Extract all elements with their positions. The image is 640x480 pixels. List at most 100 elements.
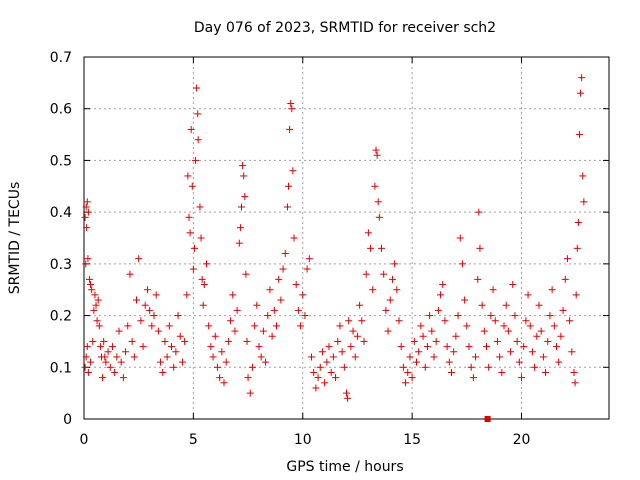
data-point [546, 312, 554, 320]
data-point [216, 374, 224, 382]
data-point [143, 286, 151, 294]
data-point [224, 337, 232, 345]
data-point [139, 343, 147, 351]
data-point [188, 182, 196, 190]
data-point [542, 368, 550, 376]
data-point [573, 244, 581, 252]
data-point [566, 317, 574, 325]
data-point [243, 337, 251, 345]
data-point [336, 322, 344, 330]
data-point [345, 317, 353, 325]
data-point [275, 275, 283, 283]
data-point [518, 374, 525, 382]
data-point [185, 213, 193, 221]
data-point [101, 353, 109, 361]
y-tick-label: 0.5 [50, 153, 72, 169]
data-point [259, 327, 267, 335]
chart-title: Day 076 of 2023, SRMTID for receiver sch… [194, 20, 496, 36]
data-point [170, 363, 178, 371]
data-point [220, 379, 228, 387]
data-point [395, 317, 403, 325]
data-point [452, 332, 460, 340]
data-point [84, 208, 92, 216]
data-point [262, 358, 270, 366]
data-point [165, 322, 173, 330]
data-point [251, 322, 259, 330]
data-point [205, 322, 213, 330]
data-point [244, 374, 252, 382]
data-point [239, 162, 247, 170]
data-point [474, 275, 482, 283]
data-point [91, 291, 99, 299]
data-point [338, 348, 346, 356]
data-point [246, 389, 254, 397]
data-point [233, 306, 241, 314]
data-point [248, 363, 256, 371]
data-point [575, 131, 583, 139]
data-point [340, 363, 348, 371]
data-point [148, 322, 156, 330]
x-tick-label: 5 [189, 432, 198, 448]
data-point [570, 368, 578, 376]
data-point [430, 353, 438, 361]
data-point [399, 363, 407, 371]
data-point [264, 312, 272, 320]
data-point [85, 275, 93, 283]
data-point [472, 353, 480, 361]
data-point [353, 332, 361, 340]
data-point [82, 260, 90, 268]
data-point [550, 322, 558, 330]
data-point [198, 275, 206, 283]
data-point [174, 312, 182, 320]
data-point [150, 312, 158, 320]
data-point [343, 389, 350, 397]
data-point [279, 265, 287, 273]
data-point [572, 291, 580, 299]
data-point [119, 374, 127, 382]
data-point [489, 286, 497, 294]
data-point [577, 89, 585, 97]
data-point [297, 322, 305, 330]
data-point [88, 286, 96, 294]
data-point [487, 312, 495, 320]
x-tick-label: 20 [513, 432, 531, 448]
data-point [102, 358, 110, 366]
data-point [428, 327, 436, 335]
data-point [196, 203, 204, 211]
data-point [178, 358, 186, 366]
data-point [283, 203, 291, 211]
data-point [268, 332, 276, 340]
data-point [349, 327, 357, 335]
data-point [461, 296, 469, 304]
data-point [563, 255, 571, 263]
data-point [456, 234, 464, 242]
data-point [402, 379, 410, 387]
y-tick-label: 0.6 [50, 102, 72, 118]
data-point [367, 244, 375, 252]
data-point [397, 343, 405, 351]
data-point [240, 172, 248, 180]
data-point [426, 312, 434, 320]
x-axis-label: GPS time / hours [286, 459, 403, 475]
data-point [561, 275, 569, 283]
data-point [391, 260, 399, 268]
data-point [310, 368, 318, 376]
data-point [443, 343, 451, 351]
data-point [146, 306, 154, 314]
data-point [515, 358, 523, 366]
data-point [176, 332, 184, 340]
data-point [369, 286, 377, 294]
data-point [522, 317, 530, 325]
data-point [568, 348, 576, 356]
data-point [104, 348, 112, 356]
x-tick-labels: 0 5 10 15 20 [80, 432, 531, 448]
data-point [375, 213, 383, 221]
data-point [95, 322, 103, 330]
data-point [406, 353, 414, 361]
data-point [270, 306, 278, 314]
data-point [419, 332, 427, 340]
x-tick-label: 15 [403, 432, 421, 448]
data-point [181, 337, 189, 345]
data-point [578, 74, 586, 82]
data-point [183, 291, 191, 299]
